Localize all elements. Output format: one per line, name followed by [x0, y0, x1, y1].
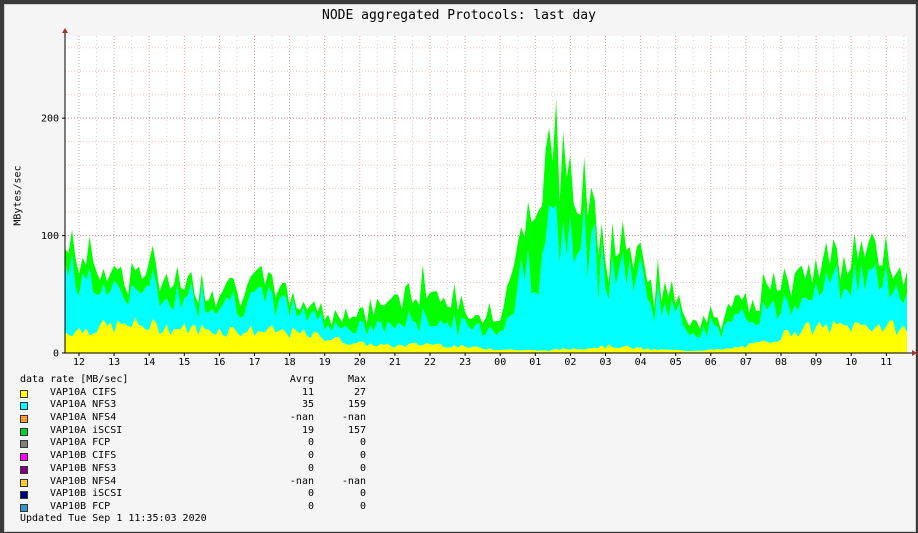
- y-tick-label: 0: [53, 349, 59, 360]
- legend-item-avg: -nan: [289, 412, 314, 424]
- legend-item-max: 0: [359, 500, 366, 512]
- x-tick-label: 12: [73, 357, 85, 368]
- legend-item-avg: 11: [301, 386, 314, 398]
- x-tick-label: 01: [529, 357, 541, 368]
- x-tick-label: 09: [810, 357, 822, 368]
- x-tick-label: 14: [143, 357, 155, 368]
- legend-swatch: [20, 415, 28, 424]
- y-tick-label: 100: [41, 231, 59, 242]
- legend-item-avg: 0: [307, 488, 314, 500]
- x-tick-label: 11: [880, 357, 892, 368]
- legend-swatch: [20, 402, 28, 411]
- legend-item-name: VAP10B iSCSI: [50, 488, 123, 500]
- legend-item-max: 159: [347, 399, 366, 411]
- x-tick-label: 08: [775, 357, 787, 368]
- legend-header-avg: Avrg: [289, 374, 314, 385]
- legend-item-avg: 0: [307, 462, 314, 474]
- y-tick-label: 200: [41, 114, 59, 125]
- x-tick-label: 00: [494, 357, 506, 368]
- legend-item-avg: 19: [301, 424, 314, 436]
- legend-item-max: 0: [359, 437, 366, 449]
- x-tick-label: 07: [740, 357, 752, 368]
- x-tick-label: 06: [705, 357, 717, 368]
- legend-header-label: data rate [MB/sec]: [20, 374, 129, 385]
- updated-timestamp: Updated Tue Sep 1 11:35:03 2020: [20, 513, 207, 524]
- x-tick-label: 13: [108, 357, 120, 368]
- legend-item-max: -nan: [341, 475, 366, 487]
- x-tick-label: 23: [459, 357, 471, 368]
- x-tick-label: 21: [389, 357, 401, 368]
- legend-item-avg: 0: [307, 437, 314, 449]
- x-tick-label: 04: [635, 357, 647, 368]
- legend-item-name: VAP10A CIFS: [50, 386, 117, 398]
- y-axis-arrow: [62, 28, 68, 33]
- legend-item-name: VAP10A NFS3: [50, 399, 117, 411]
- legend-item-max: 0: [359, 450, 366, 462]
- x-tick-label: 15: [178, 357, 190, 368]
- legend-header-max: Max: [347, 374, 366, 385]
- legend-item-avg: 0: [307, 500, 314, 512]
- series-area: [65, 317, 907, 353]
- x-tick-label: 10: [845, 357, 857, 368]
- x-axis-arrow: [912, 350, 917, 356]
- legend-item-max: 157: [347, 424, 366, 436]
- legend-item-avg: 0: [307, 450, 314, 462]
- legend-item-name: VAP10B FCP: [50, 500, 111, 512]
- x-tick-label: 20: [354, 357, 366, 368]
- legend-swatch: [20, 427, 28, 436]
- legend-swatch: [20, 465, 28, 474]
- legend-swatch: [20, 478, 28, 487]
- x-tick-label: 03: [599, 357, 611, 368]
- x-tick-label: 02: [564, 357, 576, 368]
- legend-item-avg: 35: [301, 399, 314, 411]
- legend-swatch: [20, 503, 28, 512]
- x-tick-label: 17: [248, 357, 260, 368]
- x-tick-label: 19: [319, 357, 331, 368]
- legend-item-name: VAP10B CIFS: [50, 450, 117, 462]
- chart-title: NODE aggregated Protocols: last day: [322, 8, 596, 23]
- legend-item-name: VAP10A iSCSI: [50, 424, 123, 436]
- x-tick-label: 05: [670, 357, 682, 368]
- legend-swatch: [20, 491, 28, 500]
- legend-item-name: VAP10B NFS4: [50, 475, 117, 487]
- legend-item-name: VAP10A NFS4: [50, 412, 117, 424]
- legend-item-max: -nan: [341, 412, 366, 424]
- x-tick-label: 22: [424, 357, 436, 368]
- legend-item-max: 0: [359, 462, 366, 474]
- x-tick-label: 16: [213, 357, 225, 368]
- x-tick-label: 18: [284, 357, 296, 368]
- legend-swatch: [20, 440, 28, 449]
- legend-swatch: [20, 389, 28, 398]
- legend-item-name: VAP10A FCP: [50, 437, 111, 449]
- legend-item-avg: -nan: [289, 475, 314, 487]
- legend-item-name: VAP10B NFS3: [50, 462, 117, 474]
- legend-item-max: 0: [359, 488, 366, 500]
- legend-swatch: [20, 453, 28, 462]
- legend-item-max: 27: [353, 386, 366, 398]
